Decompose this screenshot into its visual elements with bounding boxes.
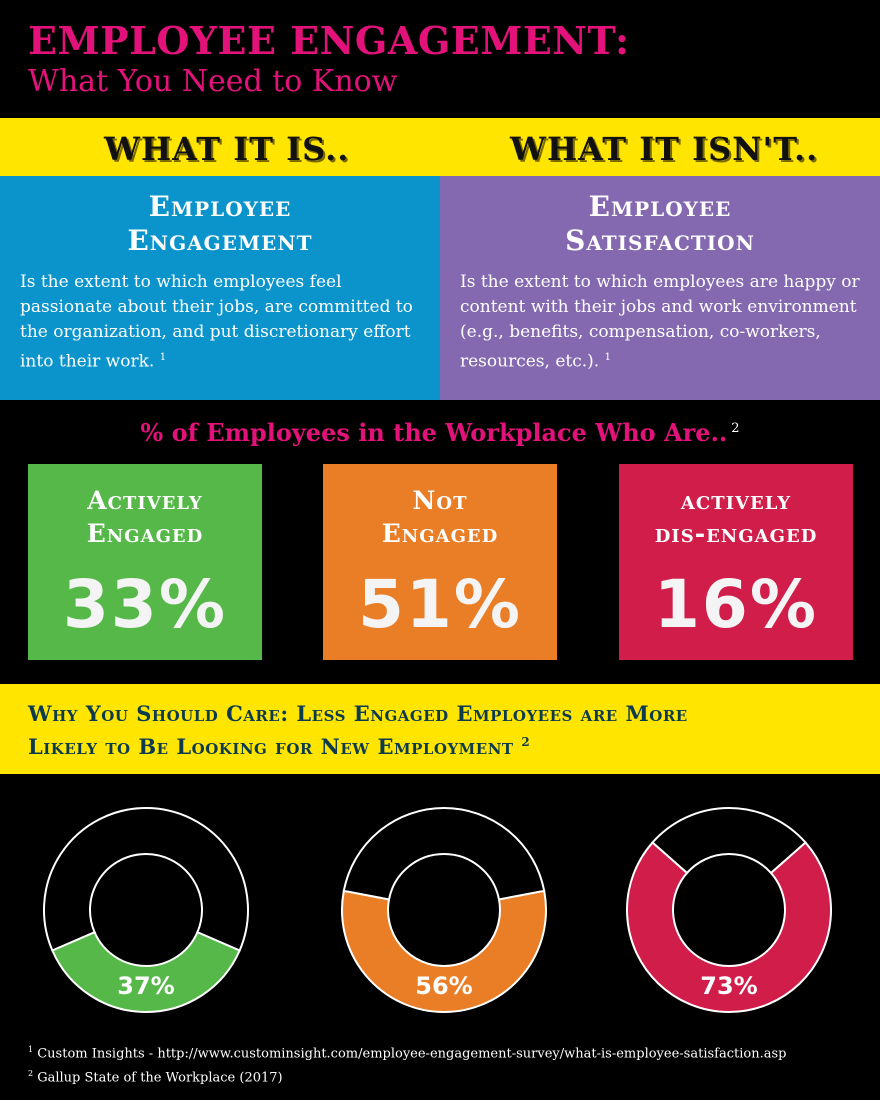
satisfaction-definition-box: Employee Satisfaction Is the extent to w… bbox=[440, 176, 880, 400]
satisfaction-definition-text: Is the extent to which employees are hap… bbox=[460, 270, 860, 375]
comparison-heading-band: WHAT IT IS.. WHAT IT ISN'T.. bbox=[0, 118, 880, 176]
footnote-2: 2 Gallup State of the Workplace (2017) bbox=[28, 1064, 786, 1088]
stat-label-line1: actively bbox=[680, 486, 792, 515]
stat-label-line1: Actively bbox=[87, 486, 203, 515]
stat-label: Not Engaged bbox=[323, 484, 557, 550]
engagement-title-line2: Engagement bbox=[127, 224, 313, 257]
why-care-line1: Why You Should Care: Less Engaged Employ… bbox=[28, 701, 688, 726]
donut-marks bbox=[341, 807, 547, 1013]
stat-value: 33% bbox=[63, 566, 227, 643]
what-it-is-heading: WHAT IT IS.. bbox=[104, 130, 350, 168]
donut-chart-not-engaged: 56% bbox=[341, 807, 547, 1013]
donut-remaining-segment bbox=[342, 807, 546, 901]
donut-marks bbox=[43, 807, 249, 1013]
stat-value: 51% bbox=[358, 566, 522, 643]
donut-value-segment bbox=[626, 841, 832, 1013]
donut-value-label: 37% bbox=[117, 972, 174, 1000]
engagement-title: Employee Engagement bbox=[20, 190, 420, 258]
donut-chart-actively-disengaged: 73% bbox=[626, 807, 832, 1013]
stat-box-actively-disengaged: actively dis-engaged 16% bbox=[619, 464, 853, 660]
stat-label: Actively Engaged bbox=[28, 484, 262, 550]
footnote-1-text: Custom Insights - http://www.custominsig… bbox=[37, 1046, 787, 1062]
footnote-2-text: Gallup State of the Workplace (2017) bbox=[37, 1070, 283, 1086]
what-it-isnt-heading: WHAT IT ISN'T.. bbox=[510, 130, 819, 168]
stat-label-line2: Engaged bbox=[381, 519, 499, 548]
donut-value-label: 56% bbox=[415, 972, 472, 1000]
engagement-footnote-ref: 1 bbox=[159, 352, 167, 363]
footnote-1-ref: 1 bbox=[28, 1045, 34, 1054]
donut-remaining-segment bbox=[651, 807, 807, 875]
stat-label-line1: Not bbox=[412, 486, 468, 515]
footnote-2-ref: 2 bbox=[28, 1069, 34, 1079]
satisfaction-text: Is the extent to which employees are hap… bbox=[460, 272, 860, 372]
donut-value-segment bbox=[51, 930, 241, 1013]
stat-box-actively-engaged: Actively Engaged 33% bbox=[28, 464, 262, 660]
engagement-definition-box: Employee Engagement Is the extent to whi… bbox=[0, 176, 440, 400]
stat-value: 16% bbox=[654, 566, 818, 643]
percent-heading-ref: 2 bbox=[731, 421, 740, 436]
page-title: EMPLOYEE ENGAGEMENT: bbox=[28, 18, 630, 63]
why-care-line2: Likely to Be Looking for New Employment … bbox=[28, 728, 880, 761]
donut-marks bbox=[626, 807, 832, 1013]
satisfaction-title: Employee Satisfaction bbox=[460, 190, 860, 258]
engagement-definition-text: Is the extent to which employees feel pa… bbox=[20, 270, 420, 375]
page-subtitle: What You Need to Know bbox=[28, 64, 398, 99]
why-care-ref: 2 bbox=[521, 735, 531, 749]
stat-label-line2: dis-engaged bbox=[654, 519, 818, 548]
engagement-title-line1: Employee bbox=[148, 190, 292, 223]
donut-chart-actively-engaged: 37% bbox=[43, 807, 249, 1013]
footnotes: 1 Custom Insights - http://www.customins… bbox=[28, 1040, 786, 1089]
why-care-band: Why You Should Care: Less Engaged Employ… bbox=[0, 684, 880, 774]
why-care-line2-text: Likely to Be Looking for New Employment bbox=[28, 734, 514, 759]
donut-remaining-segment bbox=[43, 807, 249, 952]
footnote-1: 1 Custom Insights - http://www.customins… bbox=[28, 1040, 786, 1064]
stat-box-not-engaged: Not Engaged 51% bbox=[323, 464, 557, 660]
donut-value-label: 73% bbox=[700, 972, 757, 1000]
satisfaction-footnote-ref: 1 bbox=[604, 352, 611, 363]
satisfaction-title-line2: Satisfaction bbox=[565, 224, 755, 257]
satisfaction-title-line1: Employee bbox=[588, 190, 732, 223]
percent-heading-text: % of Employees in the Workplace Who Are.… bbox=[140, 418, 728, 447]
donut-value-segment bbox=[341, 889, 547, 1013]
stat-label: actively dis-engaged bbox=[619, 484, 853, 550]
percent-section-heading: % of Employees in the Workplace Who Are.… bbox=[0, 418, 880, 447]
stat-label-line2: Engaged bbox=[86, 519, 204, 548]
engagement-text: Is the extent to which employees feel pa… bbox=[20, 272, 413, 372]
